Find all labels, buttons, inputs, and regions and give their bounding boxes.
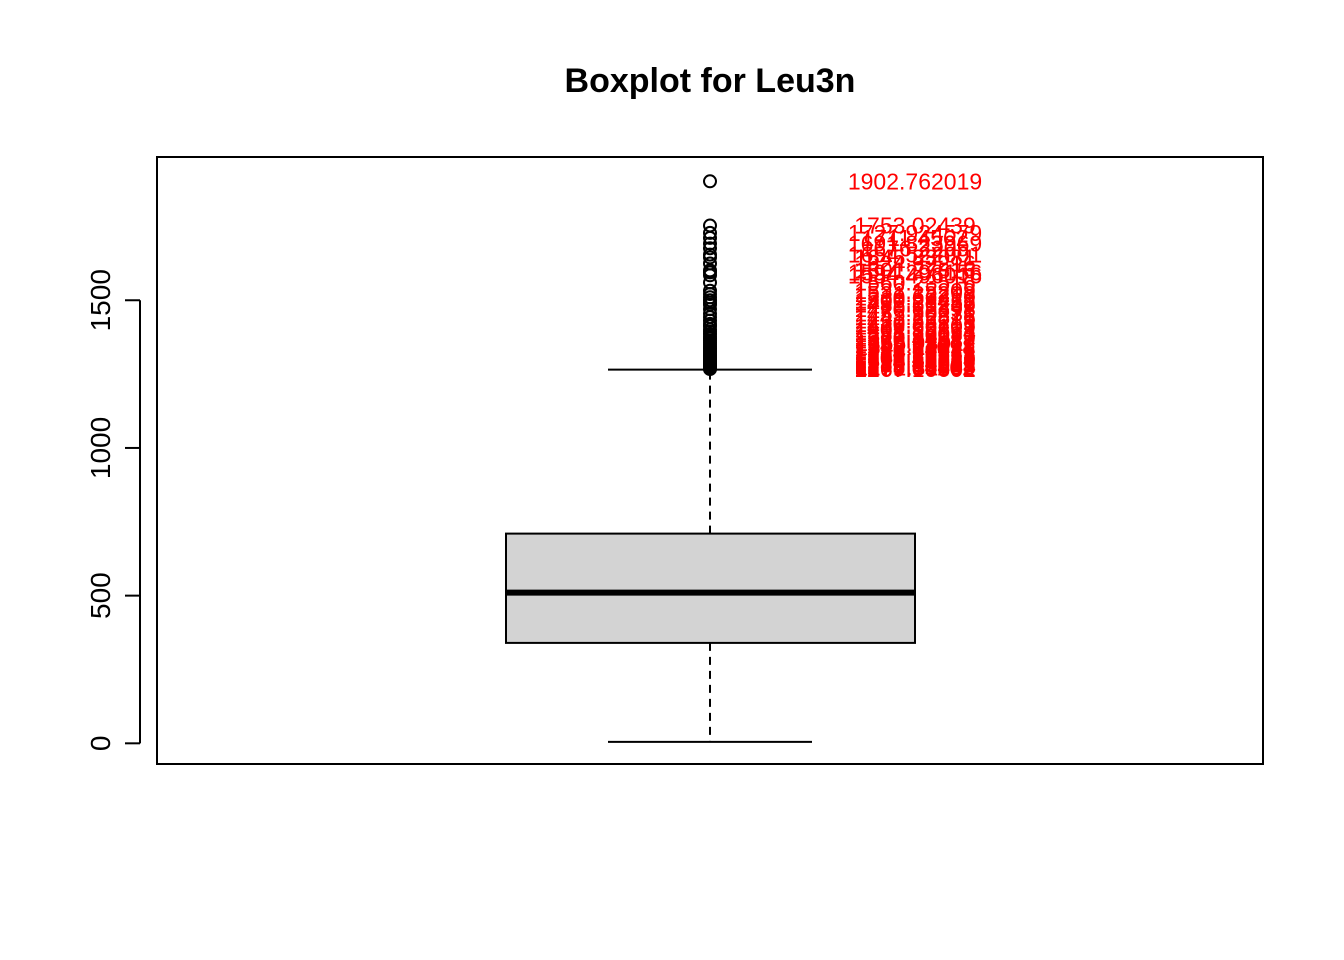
outlier-label: 1272.31102 xyxy=(855,355,975,381)
y-axis: 0 500 1000 1500 xyxy=(85,269,141,752)
outlier-label: 1676.2205 xyxy=(861,235,970,261)
outlier-label: 1470.12398 xyxy=(854,296,976,322)
y-tick-label: 1500 xyxy=(85,269,116,331)
outlier-point xyxy=(703,230,717,245)
outlier-label: 1420.88713 xyxy=(854,311,976,337)
outlier-label: 1356.98011 xyxy=(855,330,975,356)
outlier-label: 1298.72213 xyxy=(854,347,976,373)
outlier-points xyxy=(703,174,717,377)
outlier-label: 1303.41987 xyxy=(854,345,976,371)
outlier-label: 1560.23516 xyxy=(854,270,976,296)
outlier-point xyxy=(703,174,717,189)
outlier-label: 1336.84421 xyxy=(854,336,976,362)
outlier-label: 1377.98122 xyxy=(854,324,976,350)
outlier-label: 1313.20918 xyxy=(854,342,976,368)
outlier-label: 1385.10093 xyxy=(854,321,976,347)
outlier-label: 1342.11098 xyxy=(855,334,975,360)
outlier-label: 1584.496016 xyxy=(848,262,982,288)
outlier-label: 1401.99821 xyxy=(854,317,976,343)
outlier-label: 1521.33298 xyxy=(854,281,976,307)
outlier-label: 1902.762019 xyxy=(848,168,982,194)
outlier-label: 1492.31258 xyxy=(854,290,976,316)
outlier-label: 1393.28874 xyxy=(854,319,976,345)
outlier-label: 1286.39921 xyxy=(854,350,976,376)
outlier-label: 1412.22109 xyxy=(854,313,976,339)
outlier-label: 1455.90231 xyxy=(854,301,976,327)
outlier-label: 1349.62271 xyxy=(854,332,976,358)
chart-title: Boxplot for Leu3n xyxy=(565,62,856,100)
outlier-label: 1510.66219 xyxy=(854,284,976,310)
outlier-label: 1624.52216 xyxy=(854,250,976,276)
outlier-labels: 1902.762019 1753.024391727.9245791711.456… xyxy=(848,168,982,382)
outlier-label: 1318.77563 xyxy=(854,341,976,367)
outlier-label: 1282.60083 xyxy=(854,352,976,378)
outlier-label: 1711.4562 xyxy=(861,225,968,251)
y-tick-label: 500 xyxy=(85,572,116,619)
boxplot xyxy=(505,368,916,743)
outlier-label: 1485.66239 xyxy=(854,292,976,318)
outlier-label: 1269.00862 xyxy=(854,355,976,381)
outlier-label: 1370.44219 xyxy=(854,326,976,352)
outlier-label: 1601.27816 xyxy=(854,257,976,283)
outlier-label: 1691.823969 xyxy=(848,231,982,257)
y-tick-label: 1000 xyxy=(85,417,116,479)
outlier-label: 1290.44562 xyxy=(854,349,976,375)
outlier-point xyxy=(703,362,717,377)
outlier-label: 1443.22876 xyxy=(854,304,976,330)
outlier-label: 1727.924579 xyxy=(848,220,982,246)
outlier-label: 1500.28431 xyxy=(854,287,976,313)
outlier-label: 1363.31087 xyxy=(854,328,976,354)
outlier-label: 1753.02439 xyxy=(854,213,976,239)
outlier-label: 1308.66123 xyxy=(854,344,976,370)
outlier-label: 1532.15209 xyxy=(854,278,976,304)
outlier-label: 1594.298156 xyxy=(848,259,982,285)
outlier-point xyxy=(703,268,717,283)
outlier-label: 1431.53219 xyxy=(854,308,976,334)
outlier-label: 1330.10072 xyxy=(854,337,976,363)
outlier-label: 1645.33081 xyxy=(854,244,976,270)
iqr-box xyxy=(505,532,916,644)
outlier-point xyxy=(703,241,717,256)
y-tick-label: 0 xyxy=(85,736,116,752)
outlier-label: 1275.84403 xyxy=(854,354,976,380)
outlier-label: 1278.12944 xyxy=(854,353,976,379)
outlier-point xyxy=(703,225,717,240)
outlier-label: 1294.10029 xyxy=(854,348,976,374)
outlier-label: 1654.522001 xyxy=(848,242,982,268)
outlier-label: 1267.10002 xyxy=(854,356,976,382)
outlier-label: 1324.99821 xyxy=(854,339,976,365)
plot-frame xyxy=(156,156,1264,765)
